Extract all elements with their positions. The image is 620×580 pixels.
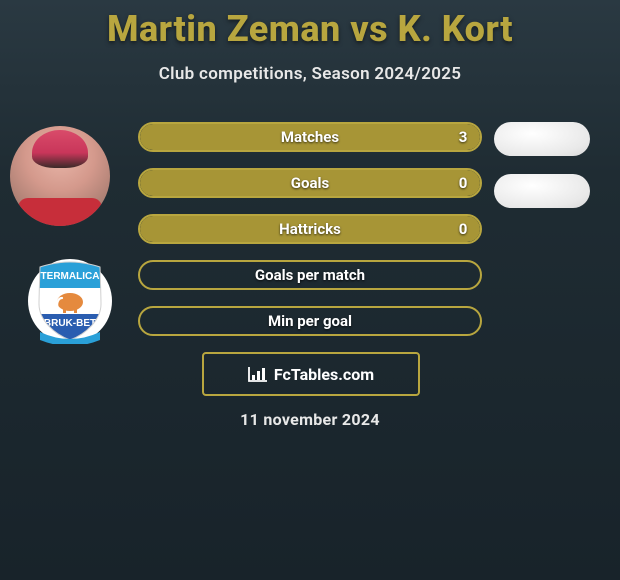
date-label: 11 november 2024	[0, 410, 620, 429]
stat-bar: Goals per match	[138, 260, 482, 290]
comparison-oval	[494, 174, 590, 208]
comparison-oval	[494, 122, 590, 156]
subtitle: Club competitions, Season 2024/2025	[0, 64, 620, 84]
stat-bar-value-right: 0	[448, 216, 478, 242]
stat-bar-label: Hattricks	[140, 216, 480, 242]
stat-bar: Goals0	[138, 168, 482, 198]
stat-bar: Matches3	[138, 122, 482, 152]
player-avatar-left	[10, 126, 110, 226]
stat-bar: Min per goal	[138, 306, 482, 336]
stat-bar-label: Goals	[140, 170, 480, 196]
club-badge-left: TERMALICA BRUK-BET	[28, 258, 112, 344]
stat-bars: Matches3Goals0Hattricks0Goals per matchM…	[138, 122, 482, 352]
stat-bar-value-right: 3	[448, 124, 478, 150]
avatar-placeholder	[10, 126, 110, 226]
badge-bottom-text: BRUK-BET	[44, 318, 96, 329]
stat-bar-label: Min per goal	[140, 308, 480, 334]
brand-label: FcTables.com	[274, 365, 374, 384]
stat-bar-value-right: 0	[448, 170, 478, 196]
chart-icon	[248, 366, 268, 382]
brand-box[interactable]: FcTables.com	[202, 352, 420, 396]
stat-bar-label: Matches	[140, 124, 480, 150]
stat-bar: Hattricks0	[138, 214, 482, 244]
badge-top-text: TERMALICA	[41, 271, 100, 282]
stat-bar-label: Goals per match	[140, 262, 480, 288]
page-title: Martin Zeman vs K. Kort	[0, 0, 620, 50]
